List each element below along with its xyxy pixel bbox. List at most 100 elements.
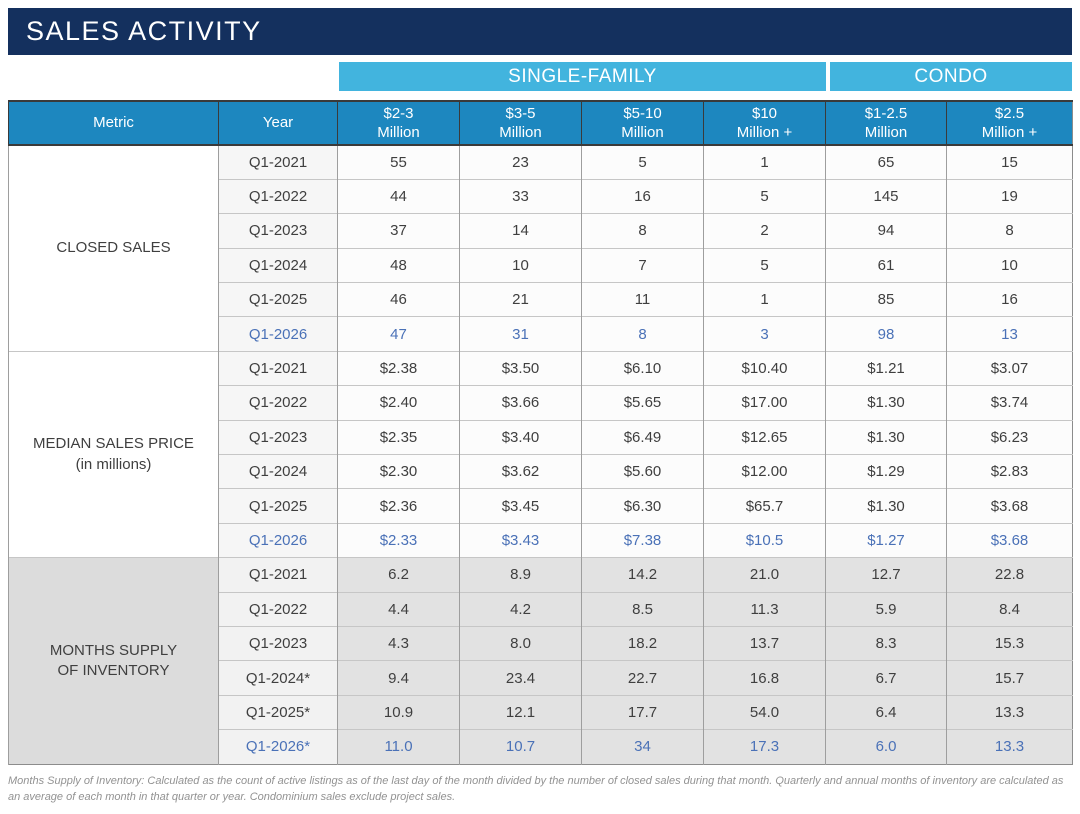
value-cell: 55 (337, 144, 460, 180)
value-cell: 13.7 (703, 625, 826, 661)
year-cell: Q1-2022 (218, 591, 338, 627)
value-cell: $1.29 (825, 454, 947, 489)
value-cell: $2.35 (337, 419, 460, 455)
value-cell: $3.45 (459, 488, 582, 524)
value-cell: 15.3 (946, 625, 1073, 661)
value-cell: 10.9 (337, 694, 460, 730)
value-cell: 13.3 (946, 694, 1073, 730)
value-cell: 8.3 (825, 625, 947, 661)
table-row: Q1-2026 47 31 8 3 98 13 (9, 316, 1073, 352)
value-cell: 6.7 (825, 660, 947, 696)
year-cell: Q1-2021 (218, 557, 338, 593)
value-cell: $10.5 (703, 522, 826, 558)
value-cell: 8 (946, 213, 1073, 249)
year-cell: Q1-2023 (218, 625, 338, 661)
value-cell: 5 (703, 178, 826, 214)
band-single-family: SINGLE-FAMILY (339, 62, 826, 91)
value-cell: 21.0 (703, 557, 826, 593)
value-cell: $2.36 (337, 488, 460, 524)
table-row: Q1-2024 $2.30 $3.62 $5.60 $12.00 $1.29 $2.83 (9, 454, 1073, 489)
value-cell: $2.33 (337, 522, 460, 558)
value-cell: 2 (703, 213, 826, 249)
value-cell: $6.30 (581, 488, 704, 524)
table-body: CLOSED SALES Q1-2021 55 23 5 1 65 15 Q1-2022 44 33… (8, 144, 1073, 765)
value-cell: $6.23 (946, 419, 1073, 455)
value-cell: 17.7 (581, 694, 704, 730)
value-cell: 19 (946, 178, 1073, 214)
value-cell: 15 (946, 144, 1073, 180)
value-cell: 14 (459, 213, 582, 249)
year-cell: Q1-2023 (218, 213, 338, 249)
table-row: Q1-2022 4.4 4.2 8.5 11.3 5.9 8.4 (9, 591, 1073, 627)
value-cell: 8.4 (946, 591, 1073, 627)
value-cell: 4.4 (337, 591, 460, 627)
year-cell: Q1-2025* (218, 694, 338, 730)
metric-label: MONTHS SUPPLY OF INVENTORY (8, 557, 219, 765)
value-cell: 94 (825, 213, 947, 249)
value-cell: 1 (703, 144, 826, 180)
value-cell: 4.2 (459, 591, 582, 627)
year-cell: Q1-2022 (218, 178, 338, 214)
value-cell: 145 (825, 178, 947, 214)
table-row: Q1-2022 $2.40 $3.66 $5.65 $17.00 $1.30 $3.74 (9, 385, 1073, 421)
value-cell: $3.74 (946, 385, 1073, 421)
year-cell: Q1-2024* (218, 660, 338, 696)
value-cell: $6.10 (581, 350, 704, 386)
value-cell: 8.9 (459, 557, 582, 593)
header-year: Year (218, 100, 338, 146)
table-row: CLOSED SALES Q1-2021 55 23 5 1 65 15 (8, 144, 1073, 352)
table-row: MEDIAN SALES PRICE (in millions) Q1-2021 $… (8, 350, 1073, 558)
value-cell: 4.3 (337, 625, 460, 661)
table-row: MONTHS SUPPLY OF INVENTORY Q1-2021 6.2 8.9 1… (8, 557, 1073, 765)
footnote: Months Supply of Inventory: Calculated a… (8, 774, 1064, 804)
value-cell: 16.8 (703, 660, 826, 696)
header-price-range: $2.5 Million + (946, 100, 1073, 146)
band-spacer (8, 62, 339, 91)
value-cell: $2.30 (337, 454, 460, 489)
table-row: Q1-2022 44 33 16 5 145 19 (9, 178, 1073, 214)
value-cell: 14.2 (581, 557, 704, 593)
title-bar: SALES ACTIVITY (8, 8, 1072, 55)
value-cell: 9.4 (337, 660, 460, 696)
table-row: Q1-2024 48 10 7 5 61 10 (9, 247, 1073, 283)
value-cell: 6.2 (337, 557, 460, 593)
page-title: SALES ACTIVITY (26, 16, 262, 46)
value-cell: 16 (946, 282, 1073, 317)
year-cell: Q1-2024 (218, 454, 338, 489)
value-cell: 8.0 (459, 625, 582, 661)
value-cell: 85 (825, 282, 947, 317)
value-cell: $65.7 (703, 488, 826, 524)
value-cell: 33 (459, 178, 582, 214)
table-row: Q1-2023 $2.35 $3.40 $6.49 $12.65 $1.30 $6.23 (9, 419, 1073, 455)
value-cell: 8 (581, 213, 704, 249)
year-cell: Q1-2026* (218, 729, 338, 765)
value-cell: 7 (581, 247, 704, 283)
year-cell: Q1-2023 (218, 419, 338, 455)
header-price-range: $1-2.5 Million (825, 100, 947, 146)
value-cell: $2.38 (337, 350, 460, 386)
year-cell: Q1-2021 (218, 144, 338, 180)
table-row: Q1-2025 $2.36 $3.45 $6.30 $65.7 $1.30 $3.68 (9, 488, 1073, 524)
header-price-range: $2-3 Million (337, 100, 460, 146)
value-cell: 11 (581, 282, 704, 317)
year-cell: Q1-2025 (218, 488, 338, 524)
value-cell: 46 (337, 282, 460, 317)
header-price-range: $3-5 Million (459, 100, 582, 146)
value-cell: 15.7 (946, 660, 1073, 696)
value-cell: 21 (459, 282, 582, 317)
table-header: Metric Year $2-3 Million $3-5 Million $5… (8, 100, 1073, 146)
category-band-row: SINGLE-FAMILY CONDO (8, 62, 1072, 91)
table-row: Q1-2023 37 14 8 2 94 8 (9, 213, 1073, 249)
header-metric: Metric (8, 100, 219, 146)
value-cell: 5 (703, 247, 826, 283)
value-cell: 10.7 (459, 729, 582, 765)
year-cell: Q1-2024 (218, 247, 338, 283)
header-price-range: $5-10 Million (581, 100, 704, 146)
metric-label: CLOSED SALES (8, 144, 219, 352)
value-cell: 98 (825, 316, 947, 352)
value-cell: 3 (703, 316, 826, 352)
value-cell: $1.30 (825, 488, 947, 524)
value-cell: 54.0 (703, 694, 826, 730)
value-cell: 65 (825, 144, 947, 180)
